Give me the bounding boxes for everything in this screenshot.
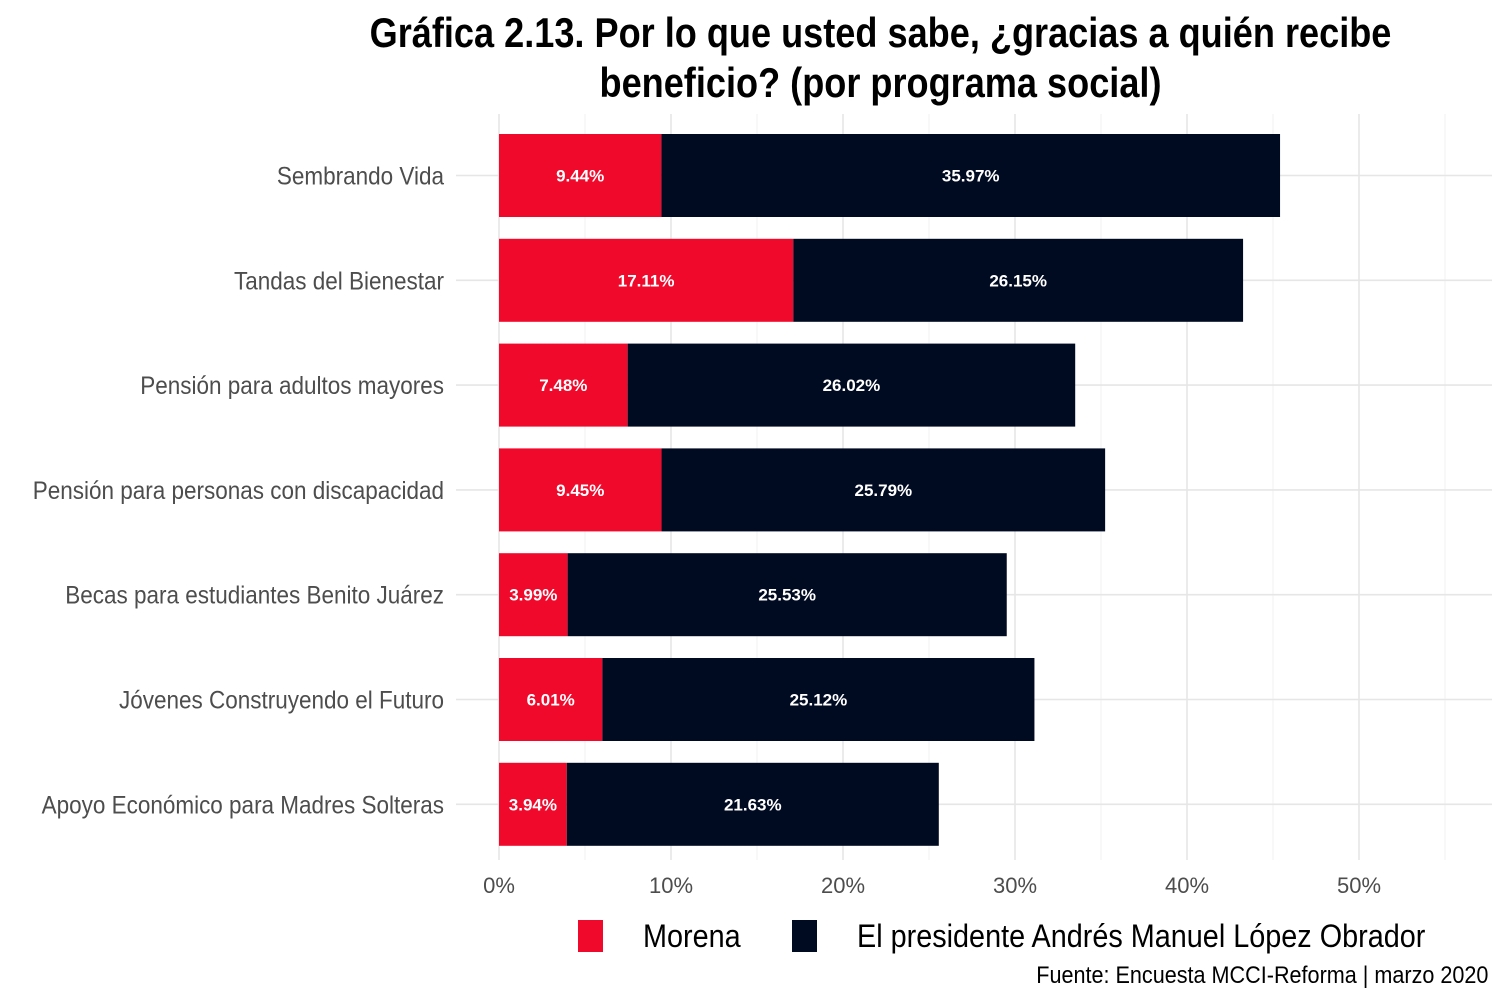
y-tick-label: Jóvenes Construyendo el Futuro [119,686,444,714]
legend: Morena El presidente Andrés Manuel López… [578,916,1500,956]
x-tick-label: 0% [483,873,515,898]
x-tick-label: 20% [821,873,865,898]
bar-amlo [602,658,1035,741]
x-tick-label: 40% [1165,873,1209,898]
bar-morena [499,134,662,217]
chart-title: Gráfica 2.13. Por lo que usted sabe, ¿gr… [300,8,1461,108]
x-tick-label: 30% [993,873,1037,898]
bar-amlo [566,762,939,846]
y-tick-label: Apoyo Económico para Madres Solteras [42,791,445,819]
chart-title-line-1: Gráfica 2.13. Por lo que usted sabe, ¿gr… [369,9,1392,56]
data-label-morena: 9.44% [556,167,604,186]
bar-morena [499,448,662,532]
y-tick-label: Tandas del Bienestar [234,267,444,295]
data-label-morena: 7.48% [539,376,587,395]
data-label-amlo: 21.63% [724,795,782,814]
bar-morena [499,658,603,741]
bar-morena [499,343,628,427]
data-label-morena: 3.94% [509,795,557,814]
bar-morena [499,238,794,322]
data-label-amlo: 26.15% [989,271,1047,290]
bar-amlo [661,448,1106,532]
y-tick-label: Becas para estudiantes Benito Juárez [65,582,444,610]
y-tick-label: Pensión para personas con discapacidad [33,477,444,505]
legend-label-morena: Morena [643,917,741,954]
chart-title-line-2: beneficio? (por programa social) [599,59,1162,106]
bar-amlo [627,343,1076,427]
data-label-amlo: 35.97% [942,167,1000,186]
data-label-morena: 17.11% [618,271,675,290]
data-label-amlo: 26.02% [823,376,881,395]
legend-item-morena: Morena [578,918,752,955]
data-label-morena: 6.01% [527,691,575,710]
y-tick-label: Pensión para adultos mayores [140,372,444,400]
bar-amlo [661,134,1281,217]
data-label-amlo: 25.53% [758,586,816,605]
bar-chart: 9.44% 35.97% Sembrando Vida 17.11% 26.15% Tan… [33,114,1492,898]
x-tick-label: 10% [649,873,693,898]
data-label-morena: 9.45% [556,481,604,500]
bar-amlo [567,553,1007,637]
caption: Fuente: Encuesta MCCI-Reforma | marzo 20… [1035,962,1488,989]
legend-swatch-amlo [791,920,817,952]
bar-morena [499,762,567,846]
bar-amlo [793,238,1244,322]
data-label-morena: 3.99% [509,586,557,605]
data-label-amlo: 25.79% [854,481,912,500]
legend-label-amlo: El presidente Andrés Manuel López Obrado… [856,917,1425,954]
bar-morena [499,553,568,637]
y-tick-label: Sembrando Vida [277,162,445,190]
data-label-amlo: 25.12% [790,691,848,710]
legend-item-amlo: El presidente Andrés Manuel López Obrado… [791,917,1489,955]
x-tick-label: 50% [1337,873,1381,898]
legend-swatch-morena [578,920,603,952]
